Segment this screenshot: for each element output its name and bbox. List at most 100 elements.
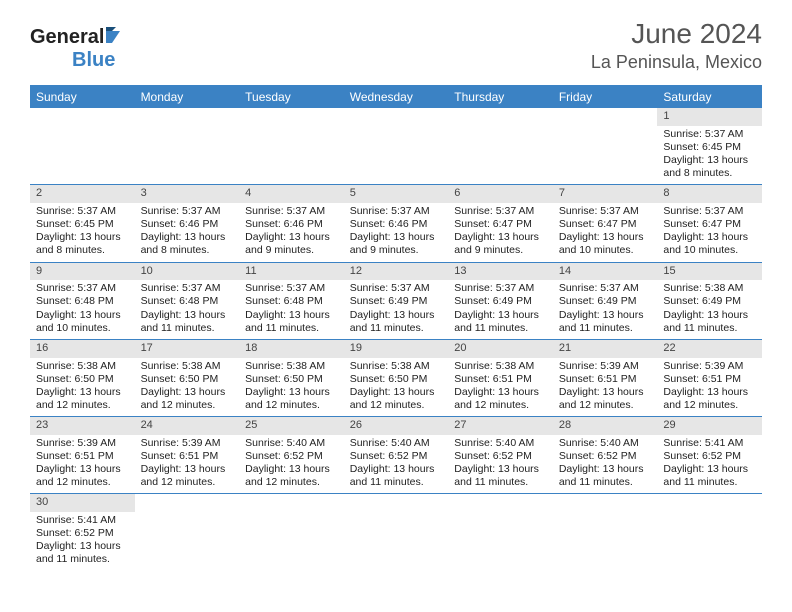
day-cell: 22Sunrise: 5:39 AMSunset: 6:51 PMDayligh… <box>657 340 762 416</box>
sunrise-line: Sunrise: 5:37 AM <box>36 205 129 218</box>
title-block: June 2024 La Peninsula, Mexico <box>591 18 762 73</box>
day-number: 5 <box>344 185 449 203</box>
sunrise-line: Sunrise: 5:41 AM <box>663 437 756 450</box>
sunrise-line: Sunrise: 5:38 AM <box>36 360 129 373</box>
day-cell: 13Sunrise: 5:37 AMSunset: 6:49 PMDayligh… <box>448 263 553 339</box>
daylight-line2: and 10 minutes. <box>663 244 756 257</box>
sunrise-line: Sunrise: 5:40 AM <box>245 437 338 450</box>
daylight-line2: and 8 minutes. <box>663 167 756 180</box>
day-cell <box>239 108 344 184</box>
day-number: 2 <box>30 185 135 203</box>
day-cell: 11Sunrise: 5:37 AMSunset: 6:48 PMDayligh… <box>239 263 344 339</box>
daylight-line2: and 11 minutes. <box>36 553 129 566</box>
week-row: 2Sunrise: 5:37 AMSunset: 6:45 PMDaylight… <box>30 185 762 262</box>
day-body: Sunrise: 5:38 AMSunset: 6:50 PMDaylight:… <box>135 358 240 417</box>
sunset-line: Sunset: 6:45 PM <box>663 141 756 154</box>
daylight-line1: Daylight: 13 hours <box>141 231 234 244</box>
logo-part2: Blue <box>72 49 115 71</box>
day-cell: 17Sunrise: 5:38 AMSunset: 6:50 PMDayligh… <box>135 340 240 416</box>
day-cell: 25Sunrise: 5:40 AMSunset: 6:52 PMDayligh… <box>239 417 344 493</box>
sunrise-line: Sunrise: 5:41 AM <box>36 514 129 527</box>
day-cell: 16Sunrise: 5:38 AMSunset: 6:50 PMDayligh… <box>30 340 135 416</box>
day-body: Sunrise: 5:37 AMSunset: 6:46 PMDaylight:… <box>135 203 240 262</box>
daylight-line2: and 11 minutes. <box>141 322 234 335</box>
daylight-line1: Daylight: 13 hours <box>663 309 756 322</box>
sunrise-line: Sunrise: 5:37 AM <box>245 205 338 218</box>
daylight-line1: Daylight: 13 hours <box>559 309 652 322</box>
day-number: 16 <box>30 340 135 358</box>
daylight-line1: Daylight: 13 hours <box>245 309 338 322</box>
day-body: Sunrise: 5:37 AMSunset: 6:46 PMDaylight:… <box>239 203 344 262</box>
sunrise-line: Sunrise: 5:38 AM <box>245 360 338 373</box>
day-cell <box>448 494 553 570</box>
day-number <box>448 494 553 512</box>
day-cell: 30Sunrise: 5:41 AMSunset: 6:52 PMDayligh… <box>30 494 135 570</box>
day-body: Sunrise: 5:37 AMSunset: 6:47 PMDaylight:… <box>657 203 762 262</box>
week-row: 16Sunrise: 5:38 AMSunset: 6:50 PMDayligh… <box>30 340 762 417</box>
sunset-line: Sunset: 6:50 PM <box>245 373 338 386</box>
daylight-line1: Daylight: 13 hours <box>454 231 547 244</box>
daylight-line1: Daylight: 13 hours <box>141 309 234 322</box>
day-body: Sunrise: 5:40 AMSunset: 6:52 PMDaylight:… <box>553 435 658 494</box>
daylight-line2: and 11 minutes. <box>559 322 652 335</box>
daylight-line2: and 10 minutes. <box>36 322 129 335</box>
day-number <box>553 108 658 126</box>
sunrise-line: Sunrise: 5:40 AM <box>454 437 547 450</box>
daylight-line1: Daylight: 13 hours <box>350 309 443 322</box>
day-body: Sunrise: 5:38 AMSunset: 6:50 PMDaylight:… <box>30 358 135 417</box>
sunrise-line: Sunrise: 5:37 AM <box>350 282 443 295</box>
daylight-line2: and 11 minutes. <box>454 322 547 335</box>
day-cell: 23Sunrise: 5:39 AMSunset: 6:51 PMDayligh… <box>30 417 135 493</box>
day-cell <box>135 494 240 570</box>
day-body: Sunrise: 5:38 AMSunset: 6:50 PMDaylight:… <box>239 358 344 417</box>
sunrise-line: Sunrise: 5:38 AM <box>454 360 547 373</box>
week-row: 1Sunrise: 5:37 AMSunset: 6:45 PMDaylight… <box>30 108 762 185</box>
sunrise-line: Sunrise: 5:37 AM <box>663 128 756 141</box>
sunset-line: Sunset: 6:51 PM <box>454 373 547 386</box>
sunrise-line: Sunrise: 5:37 AM <box>245 282 338 295</box>
daylight-line1: Daylight: 13 hours <box>663 231 756 244</box>
day-header-row: SundayMondayTuesdayWednesdayThursdayFrid… <box>30 86 762 108</box>
sunrise-line: Sunrise: 5:38 AM <box>663 282 756 295</box>
daylight-line2: and 11 minutes. <box>245 322 338 335</box>
day-number: 18 <box>239 340 344 358</box>
daylight-line1: Daylight: 13 hours <box>663 463 756 476</box>
day-body: Sunrise: 5:41 AMSunset: 6:52 PMDaylight:… <box>30 512 135 571</box>
daylight-line2: and 12 minutes. <box>141 476 234 489</box>
day-body: Sunrise: 5:38 AMSunset: 6:49 PMDaylight:… <box>657 280 762 339</box>
week-row: 23Sunrise: 5:39 AMSunset: 6:51 PMDayligh… <box>30 417 762 494</box>
day-cell: 18Sunrise: 5:38 AMSunset: 6:50 PMDayligh… <box>239 340 344 416</box>
daylight-line1: Daylight: 13 hours <box>141 386 234 399</box>
daylight-line2: and 12 minutes. <box>350 399 443 412</box>
daylight-line1: Daylight: 13 hours <box>350 231 443 244</box>
day-number: 19 <box>344 340 449 358</box>
sunset-line: Sunset: 6:48 PM <box>36 295 129 308</box>
sunrise-line: Sunrise: 5:39 AM <box>663 360 756 373</box>
daylight-line1: Daylight: 13 hours <box>663 154 756 167</box>
day-cell: 27Sunrise: 5:40 AMSunset: 6:52 PMDayligh… <box>448 417 553 493</box>
daylight-line2: and 9 minutes. <box>454 244 547 257</box>
day-cell: 10Sunrise: 5:37 AMSunset: 6:48 PMDayligh… <box>135 263 240 339</box>
day-number: 11 <box>239 263 344 281</box>
daylight-line2: and 11 minutes. <box>350 476 443 489</box>
daylight-line1: Daylight: 13 hours <box>36 386 129 399</box>
sunset-line: Sunset: 6:46 PM <box>141 218 234 231</box>
day-number: 10 <box>135 263 240 281</box>
daylight-line2: and 11 minutes. <box>350 322 443 335</box>
day-number: 28 <box>553 417 658 435</box>
logo-part1: General <box>30 26 104 48</box>
day-header-cell: Thursday <box>448 86 553 108</box>
day-cell <box>344 108 449 184</box>
sunset-line: Sunset: 6:51 PM <box>663 373 756 386</box>
sunset-line: Sunset: 6:45 PM <box>36 218 129 231</box>
day-body: Sunrise: 5:39 AMSunset: 6:51 PMDaylight:… <box>657 358 762 417</box>
day-cell: 9Sunrise: 5:37 AMSunset: 6:48 PMDaylight… <box>30 263 135 339</box>
day-number: 25 <box>239 417 344 435</box>
daylight-line2: and 9 minutes. <box>245 244 338 257</box>
day-cell: 8Sunrise: 5:37 AMSunset: 6:47 PMDaylight… <box>657 185 762 261</box>
daylight-line1: Daylight: 13 hours <box>454 463 547 476</box>
sunrise-line: Sunrise: 5:37 AM <box>350 205 443 218</box>
day-number <box>239 108 344 126</box>
daylight-line1: Daylight: 13 hours <box>36 309 129 322</box>
day-cell <box>657 494 762 570</box>
